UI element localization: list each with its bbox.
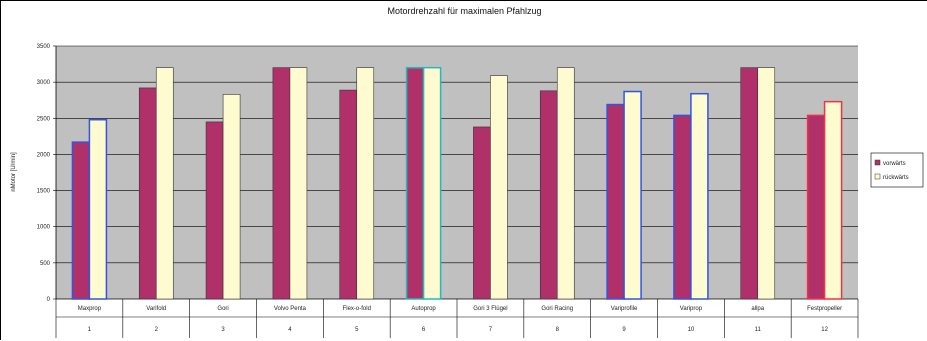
x-category-label: Gori <box>217 306 228 312</box>
bar-rückwärts <box>757 67 776 300</box>
bar-vorwärts <box>606 103 625 300</box>
x-category-label: Variprop <box>680 306 703 312</box>
bar-rückwärts <box>623 90 642 300</box>
x-category-label: Gori 3 Flügel <box>473 306 507 312</box>
legend-swatch <box>874 159 881 166</box>
bar-vorwärts <box>405 66 425 300</box>
y-tick-label: 2500 <box>37 116 51 122</box>
x-category-number: 1 <box>88 327 92 333</box>
x-category-label: Gori Racing <box>541 306 573 312</box>
bar-rückwärts <box>88 118 108 300</box>
bar-vorwärts <box>205 121 224 300</box>
bar-rückwärts <box>222 94 241 300</box>
x-category-number: 6 <box>422 327 426 333</box>
x-category-label: Flex-o-fold <box>343 306 371 312</box>
bar-vorwärts <box>339 89 358 300</box>
x-category-label: Festpropeller <box>807 306 842 312</box>
x-category-number: 8 <box>556 327 560 333</box>
bar-vorwärts <box>138 87 157 300</box>
bar-vorwärts <box>473 126 491 300</box>
x-category-number: 3 <box>221 327 225 333</box>
x-category-label: Volvo Penta <box>274 306 307 312</box>
bar-vorwärts <box>71 141 91 300</box>
y-tick-label: 1000 <box>37 225 51 231</box>
bar-rückwärts <box>823 100 843 300</box>
chart-title: Motordrehzahl für maximalen Pfahlzug <box>387 6 542 16</box>
bar-rückwärts <box>690 92 709 300</box>
y-tick-label: 2000 <box>37 152 51 158</box>
legend-label: rückwärts <box>883 175 909 181</box>
x-category-number: 12 <box>821 327 828 333</box>
legend-swatch <box>874 173 881 180</box>
bar-rückwärts <box>556 67 575 300</box>
x-category-number: 4 <box>288 327 292 333</box>
plot-area <box>56 46 858 299</box>
bar-rückwärts <box>490 75 508 300</box>
y-tick-label: 3500 <box>37 44 51 50</box>
x-category-number: 5 <box>355 327 359 333</box>
bar-vorwärts <box>272 67 291 300</box>
x-category-label: Variprofile <box>611 306 638 312</box>
bar-rückwärts <box>422 66 442 300</box>
y-axis-label: nMotor [U/min] <box>11 152 17 192</box>
y-tick-label: 500 <box>40 261 51 267</box>
bar-vorwärts <box>806 114 826 300</box>
bar-vorwärts <box>673 114 692 300</box>
x-category-label: Varifold <box>146 306 166 312</box>
y-tick-label: 1500 <box>37 189 51 195</box>
bar-vorwärts <box>539 90 558 300</box>
bar-rückwärts <box>356 67 375 300</box>
x-category-number: 7 <box>489 327 493 333</box>
y-tick-label: 3000 <box>37 80 51 86</box>
y-tick-label: 0 <box>47 297 51 303</box>
x-category-number: 10 <box>688 327 695 333</box>
x-category-number: 11 <box>755 327 762 333</box>
bar-vorwärts <box>740 67 759 300</box>
bar-rückwärts <box>289 67 308 300</box>
x-category-label: Autoprop <box>411 306 436 312</box>
bar-rückwärts <box>155 67 174 300</box>
legend-box <box>870 152 924 188</box>
x-category-number: 9 <box>622 327 626 333</box>
x-category-label: Maxprop <box>78 306 102 312</box>
x-category-number: 2 <box>155 327 159 333</box>
legend-label: vorwärts <box>883 161 906 167</box>
x-category-label: allpa <box>751 306 764 312</box>
